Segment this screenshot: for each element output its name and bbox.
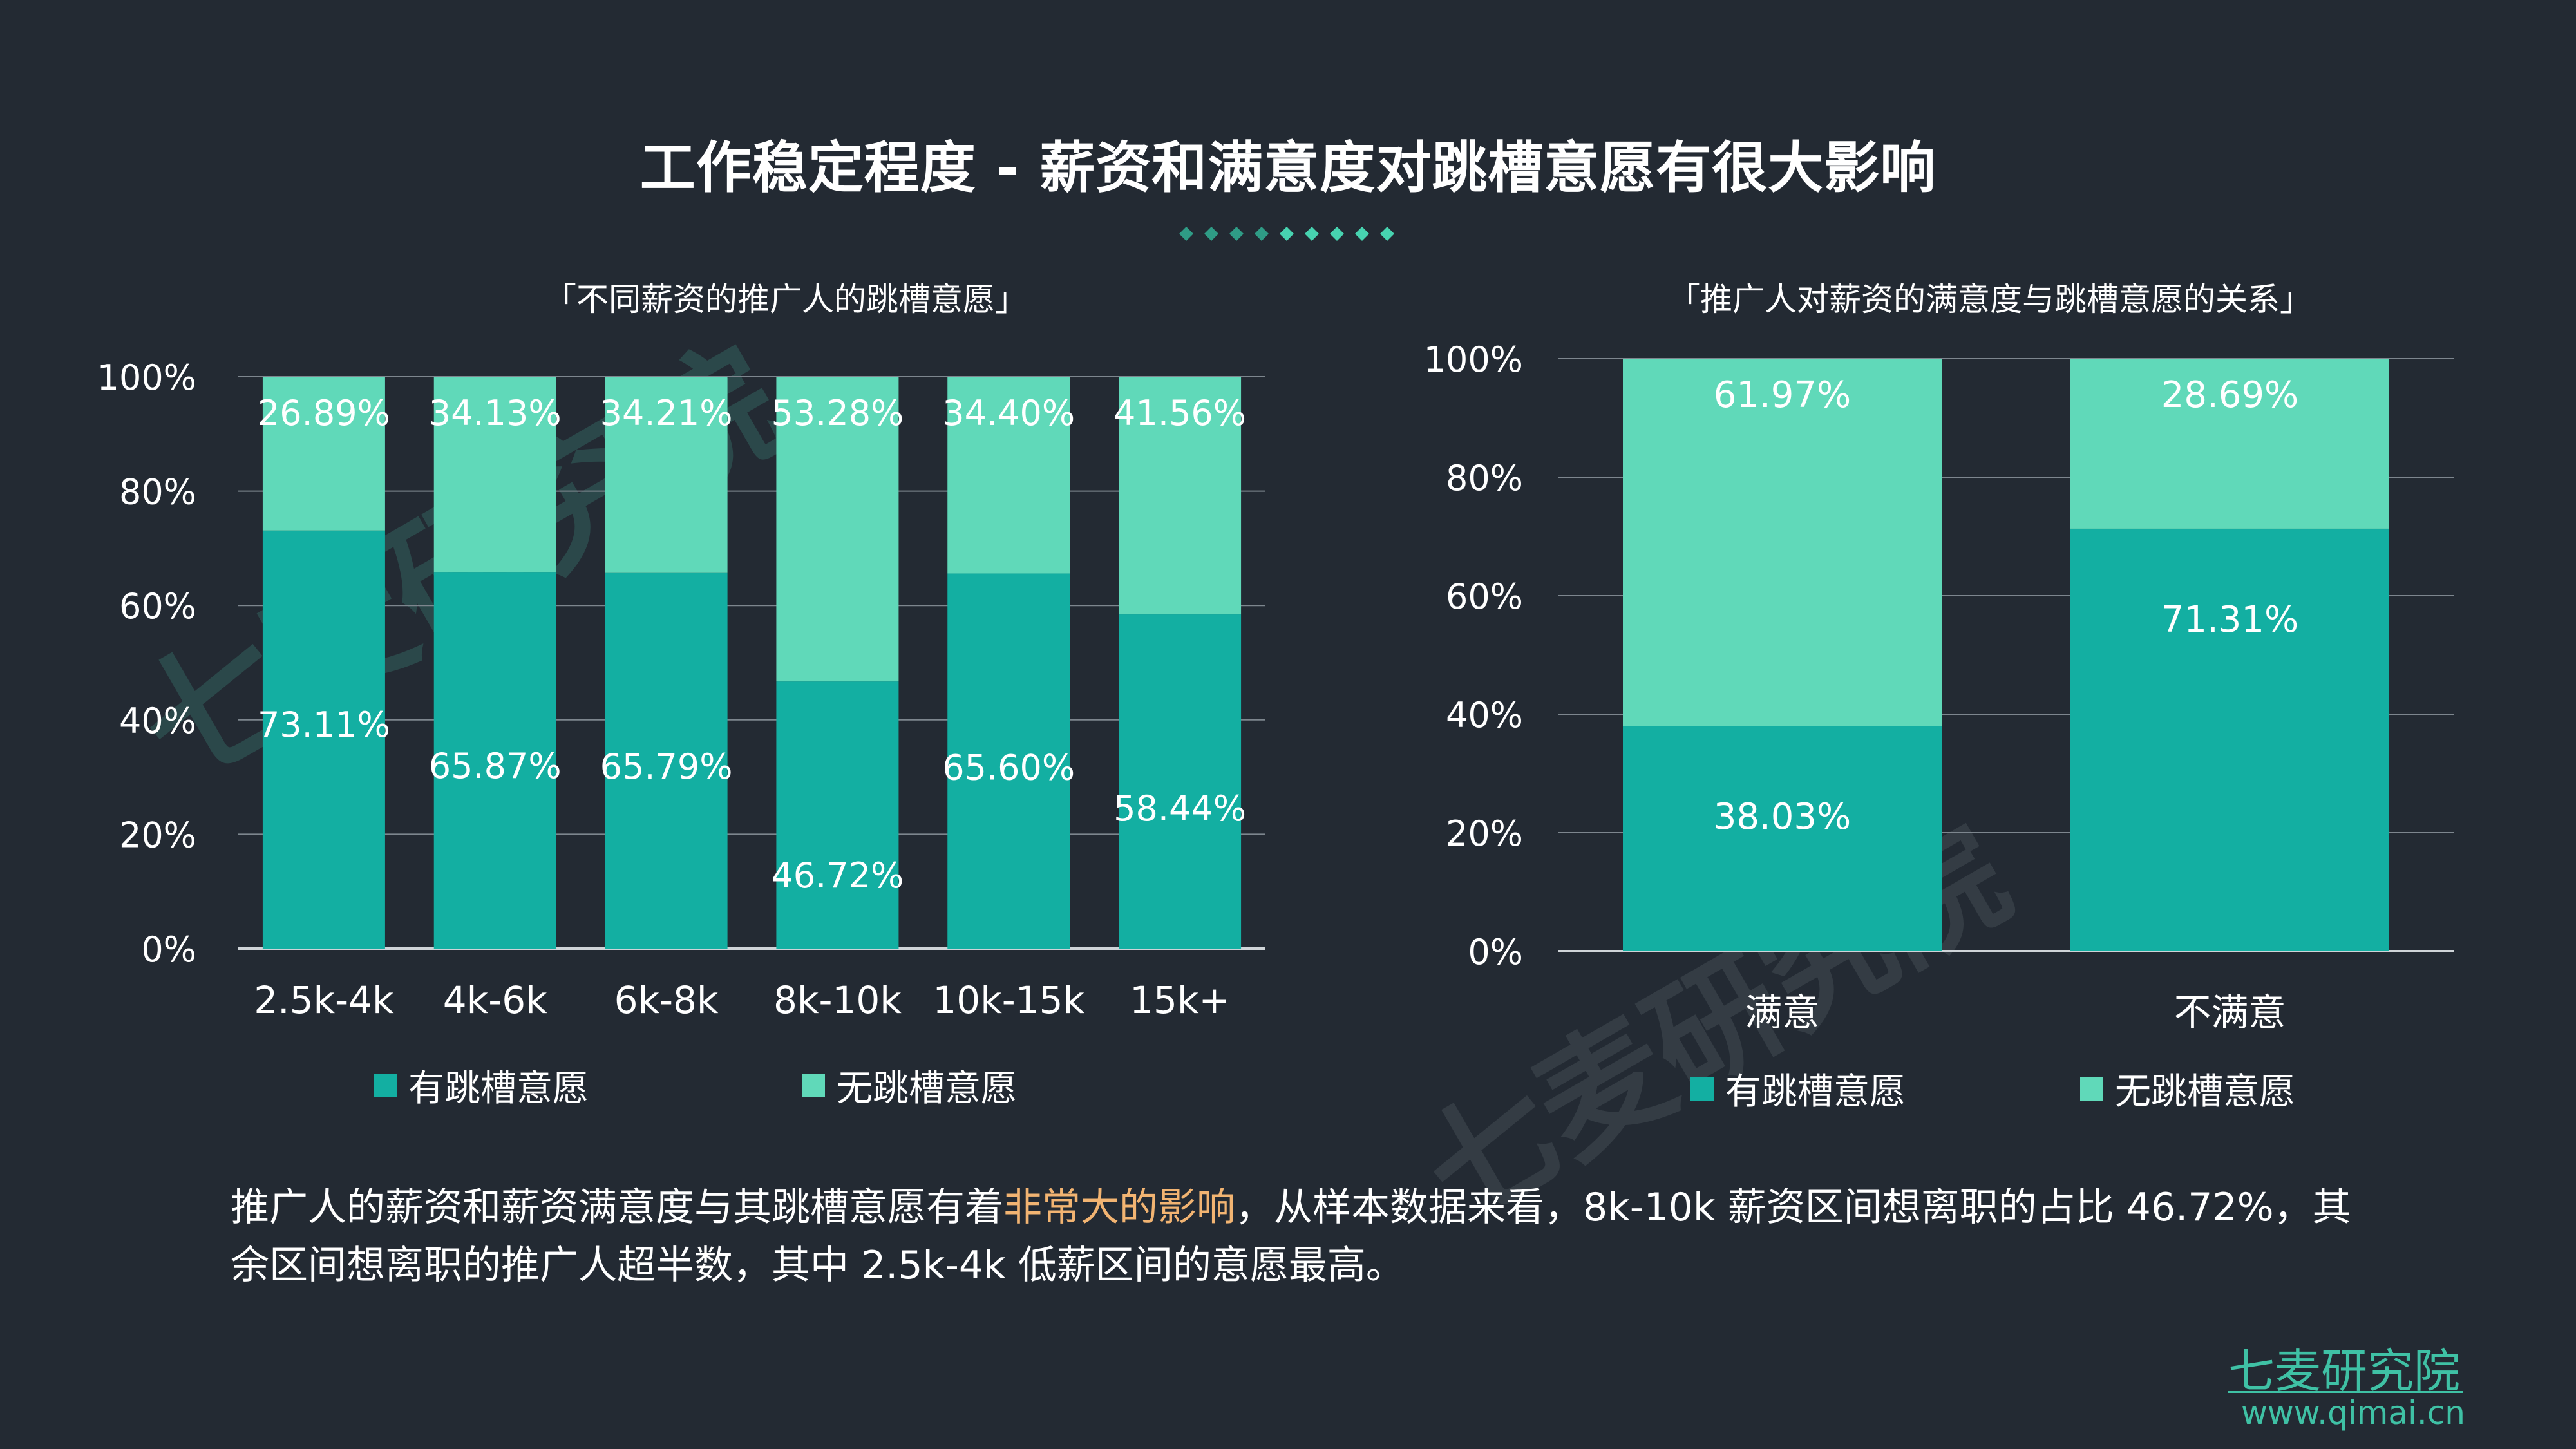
y-tick-label: 80% xyxy=(119,472,196,513)
title-diamond xyxy=(1355,227,1369,241)
title-diamond xyxy=(1330,227,1344,241)
legend-label-no: 无跳槽意愿 xyxy=(837,1068,1017,1110)
x-tick-label: 2.5k-4k xyxy=(254,978,394,1022)
data-label: 58.44% xyxy=(1113,788,1246,829)
title-diamond xyxy=(1179,227,1193,241)
title-decoration xyxy=(1179,227,1394,241)
bar-segment-yes xyxy=(947,573,1070,949)
data-label: 71.31% xyxy=(2161,599,2299,641)
legend-label-yes: 有跳槽意愿 xyxy=(1725,1071,1906,1113)
y-tick-label: 20% xyxy=(1446,813,1523,854)
bar-segment-no xyxy=(605,377,728,573)
brand-divider xyxy=(2228,1391,2463,1393)
data-label: 73.11% xyxy=(258,705,390,745)
x-tick-label: 4k-6k xyxy=(443,978,547,1022)
y-tick-label: 40% xyxy=(119,701,196,741)
y-tick-label: 0% xyxy=(1468,932,1523,972)
data-label: 26.89% xyxy=(258,393,390,433)
title-diamond xyxy=(1229,227,1244,241)
legend-item-yes: 有跳槽意愿 xyxy=(1690,1063,1906,1115)
y-tick-label: 20% xyxy=(119,815,196,855)
title-diamond xyxy=(1204,227,1218,241)
bar-segment-no xyxy=(1623,359,1942,726)
bar-segment-yes xyxy=(262,530,385,949)
bar-segment-yes xyxy=(1623,726,1942,951)
data-label: 34.13% xyxy=(429,393,562,433)
data-label: 65.87% xyxy=(429,746,562,786)
data-label: 28.69% xyxy=(2161,374,2299,416)
chart1-title: 「不同薪资的推广人的跳槽意愿」 xyxy=(544,281,1027,318)
brand-url: www.qimai.cn xyxy=(2241,1394,2465,1432)
brand-name: 七麦研究院 xyxy=(2228,1344,2461,1398)
legend-label-yes: 有跳槽意愿 xyxy=(408,1068,589,1110)
title-diamond xyxy=(1305,227,1319,241)
x-tick-label: 10k-15k xyxy=(933,978,1084,1022)
data-label: 34.21% xyxy=(600,393,733,433)
bar-segment-yes xyxy=(1119,614,1242,949)
legend-item-yes: 有跳槽意愿 xyxy=(374,1059,589,1112)
summary-text: 推广人的薪资和薪资满意度与其跳槽意愿有着非常大的影响，从样本数据来看，8k-10… xyxy=(231,1179,2356,1294)
bar-segment-no xyxy=(2070,359,2389,529)
y-tick-label: 100% xyxy=(1424,339,1523,380)
bar-segment-yes xyxy=(433,572,556,949)
chart2-title: 「推广人对薪资的满意度与跳槽意愿的关系」 xyxy=(1668,281,2312,318)
title-diamond xyxy=(1255,227,1269,241)
bar-segment-yes xyxy=(605,572,728,949)
bar-segment-no xyxy=(433,377,556,573)
y-tick-label: 40% xyxy=(1446,695,1523,735)
x-tick-label: 6k-8k xyxy=(614,978,719,1022)
y-tick-label: 60% xyxy=(1446,576,1523,617)
data-label: 38.03% xyxy=(1714,796,1852,838)
x-tick-label: 不满意 xyxy=(2174,990,2286,1034)
x-tick-label: 15k+ xyxy=(1130,978,1230,1022)
y-tick-label: 0% xyxy=(141,929,196,970)
summary-part1: 推广人的薪资和薪资满意度与其跳槽意愿有着 xyxy=(231,1185,1003,1230)
legend-swatch-yes xyxy=(374,1074,397,1097)
bar-segment-no xyxy=(947,377,1070,574)
bar-segment-no xyxy=(776,377,899,682)
y-tick-label: 100% xyxy=(97,357,196,398)
bar-segment-yes xyxy=(776,681,899,949)
title-diamond xyxy=(1280,227,1294,241)
summary-part2: ，从样本数据来看，8k-10k 薪资区间想离职的占比 46.72%，其余区间想离… xyxy=(231,1185,2351,1288)
summary-highlight: 非常大的影响 xyxy=(1003,1185,1235,1230)
legend-item-no: 无跳槽意愿 xyxy=(802,1059,1017,1112)
data-label: 61.97% xyxy=(1714,374,1852,416)
data-label: 53.28% xyxy=(771,393,904,433)
data-label: 34.40% xyxy=(942,393,1075,433)
y-tick-label: 60% xyxy=(119,586,196,627)
legend-swatch-no xyxy=(802,1074,825,1097)
data-label: 41.56% xyxy=(1113,393,1246,433)
x-tick-label: 满意 xyxy=(1745,990,1819,1034)
y-tick-label: 80% xyxy=(1446,458,1523,498)
bar-segment-no xyxy=(262,377,385,531)
data-label: 65.79% xyxy=(600,746,733,787)
data-label: 65.60% xyxy=(942,747,1075,788)
legend-label-no: 无跳槽意愿 xyxy=(2115,1071,2295,1113)
bar-segment-yes xyxy=(2070,528,2389,951)
bar-segment-no xyxy=(1119,377,1242,615)
page-title: 工作稳定程度 - 薪资和满意度对跳槽意愿有很大影响 xyxy=(639,136,1937,200)
legend-swatch-no xyxy=(2080,1077,2103,1101)
data-label: 46.72% xyxy=(771,855,904,896)
legend-item-no: 无跳槽意愿 xyxy=(2080,1063,2295,1115)
title-diamond xyxy=(1380,227,1394,241)
x-tick-label: 8k-10k xyxy=(773,978,902,1022)
legend-swatch-yes xyxy=(1690,1077,1714,1101)
